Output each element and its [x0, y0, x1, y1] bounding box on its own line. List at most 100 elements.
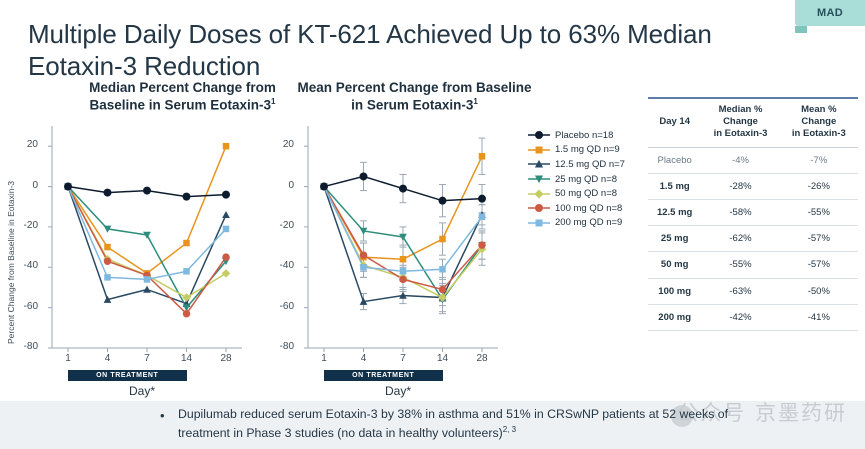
mean-chart-title-text: Mean Percent Change from Baseline in Ser…	[297, 80, 532, 113]
legend-item[interactable]: 100 mg QD n=8	[528, 201, 625, 216]
median-chart-title-ref: 1	[271, 96, 276, 106]
mad-badge-label: MAD	[817, 7, 843, 19]
table-column-header: Median % Change in Eotaxin-3	[701, 98, 779, 147]
watermark-badge-icon	[671, 405, 693, 427]
footnote-body: Dupilumab reduced serum Eotaxin-3 by 38%…	[178, 407, 729, 441]
legend-item[interactable]: 1.5 mg QD n=9	[528, 143, 625, 158]
median-chart-ytick: -80	[23, 341, 38, 352]
mean-chart-on-treatment-bar: ON TREATMENT	[324, 370, 443, 381]
legend-item[interactable]: 12.5 mg QD n=7	[528, 157, 625, 172]
table-header-line: Median %	[718, 104, 763, 115]
table-row: 50 mg -55% -57%	[648, 251, 858, 279]
legend-item-label: 25 mg QD n=8	[555, 173, 618, 185]
footnote-text: Dupilumab reduced serum Eotaxin-3 by 38%…	[178, 406, 760, 443]
table-cell-dose: 100 mg	[648, 278, 702, 305]
median-chart-title: Median Percent Change from Baseline in S…	[60, 80, 305, 114]
footnote-refs: 2, 3	[502, 425, 517, 435]
table-row: 25 mg -62% -57%	[648, 225, 858, 253]
legend-marker-icon	[528, 202, 550, 214]
table-header-line: in Eotaxin-3	[713, 127, 768, 139]
median-chart-x-axis-label: Day*	[128, 384, 155, 398]
mean-chart-xtick: 7	[400, 353, 406, 364]
median-chart-title-text: Median Percent Change from Baseline in S…	[89, 80, 276, 113]
table-header-line: in Eotaxin-3	[791, 127, 846, 139]
legend-marker-icon	[528, 217, 550, 229]
legend-marker-icon	[528, 144, 550, 156]
table-cell-mean: -26%	[779, 173, 858, 201]
footnote-bullet: • Dupilumab reduced serum Eotaxin-3 by 3…	[160, 406, 760, 443]
table-cell-median: -42%	[701, 304, 780, 331]
page-title: Multiple Daily Doses of KT-621 Achieved …	[28, 19, 712, 82]
table-column-header: Mean % Change in Eotaxin-3	[780, 98, 858, 147]
table-cell-dose: 25 mg	[648, 225, 702, 253]
mean-chart-ytick: 20	[282, 139, 294, 151]
median-chart-ytick: 0	[32, 179, 38, 191]
median-chart-xtick: 28	[220, 353, 232, 364]
table-cell-dose: 12.5 mg	[648, 199, 702, 227]
table-header: Day 14 Median % Change in Eotaxin-3 Mean % Ch…	[648, 98, 858, 148]
legend-item-label: Placebo n=18	[555, 129, 614, 141]
table-cell-median: -4%	[701, 147, 780, 174]
legend-marker-icon	[528, 129, 550, 141]
legend-item[interactable]: 25 mg QD n=8	[528, 172, 625, 187]
footnote-band	[0, 401, 865, 449]
mean-chart-ytick: -40	[279, 260, 294, 272]
mad-badge: MAD	[795, 0, 865, 26]
median-chart-ytick: -40	[23, 260, 38, 272]
bullet-dot-icon: •	[160, 408, 165, 424]
watermark-text: 公众号 京墨药研	[677, 401, 847, 425]
legend-marker-icon	[528, 173, 550, 185]
mean-chart-xtick: 4	[360, 353, 367, 364]
table-row: 200 mg -42% -41%	[648, 304, 858, 331]
table-cell-median: -62%	[701, 225, 780, 253]
mean-chart-x-axis-label: Day*	[384, 384, 411, 398]
legend-marker-icon	[528, 188, 550, 200]
legend-item-label: 12.5 mg QD n=7	[555, 158, 625, 170]
table-header-line: Change	[801, 115, 837, 127]
median-chart-xtick: 7	[144, 353, 150, 364]
table-cell-median: -55%	[701, 251, 780, 279]
legend-item[interactable]: Placebo n=18	[528, 128, 625, 143]
median-chart-xtick: 4	[104, 353, 111, 364]
table-cell-mean: -50%	[779, 278, 858, 305]
legend-item-label: 50 mg QD n=8	[555, 188, 618, 200]
mean-chart-ytick: 0	[288, 179, 294, 191]
table-header-line: Change	[723, 115, 758, 127]
median-chart-xtick: 1	[65, 353, 71, 364]
table-header-row: Day 14 Median % Change in Eotaxin-3 Mean % Ch…	[648, 98, 858, 148]
mean-chart-xtick: 14	[436, 353, 449, 364]
legend-marker-icon	[528, 158, 550, 170]
table-cell-median: -63%	[701, 278, 780, 305]
mean-chart-xtick: 28	[476, 353, 488, 364]
day14-summary-table: Day 14 Median % Change in Eotaxin-3 Mean % Ch…	[648, 97, 858, 331]
mean-chart-title-ref: 1	[473, 96, 478, 106]
table-cell-dose: 1.5 mg	[648, 173, 702, 201]
table-header-line: Day 14	[659, 115, 690, 127]
mean-chart-ytick: -80	[279, 341, 294, 352]
legend-item[interactable]: 50 mg QD n=8	[528, 186, 625, 201]
table-cell-mean: -57%	[779, 251, 858, 279]
table-body: Placebo -4% -7% 1.5 mg -28% -26% 12.5 mg -58% -5…	[648, 147, 858, 331]
table-cell-mean: -55%	[779, 199, 858, 227]
table-row: Placebo -4% -7%	[648, 147, 858, 174]
legend-item-label: 1.5 mg QD n=9	[555, 144, 620, 156]
median-chart-xtick: 14	[180, 353, 193, 364]
table-row: 1.5 mg -28% -26%	[648, 173, 858, 201]
table-header-line: Mean %	[801, 104, 837, 115]
table-cell-median: -28%	[701, 173, 780, 201]
table-column-header: Day 14	[648, 98, 701, 147]
median-chart-ytick: -20	[23, 219, 38, 231]
mean-chart-xtick: 1	[321, 353, 327, 364]
table-cell-dose: Placebo	[648, 147, 702, 174]
table-cell-mean: -7%	[779, 147, 858, 174]
mean-chart-ytick: -60	[279, 300, 294, 312]
table-cell-dose: 200 mg	[648, 304, 702, 331]
legend-item[interactable]: 200 mg QD n=9	[528, 216, 625, 231]
chart-legend: Placebo n=18 1.5 mg QD n=9 12.5 mg QD n=…	[528, 128, 625, 230]
median-chart-y-axis-label: Percent Change from Baseline in Eotaxin-…	[6, 180, 16, 344]
table-row: 100 mg -63% -50%	[648, 278, 858, 305]
median-chart-on-treatment-bar: ON TREATMENT	[68, 370, 187, 381]
median-chart-ytick: -60	[23, 300, 38, 312]
mean-chart-title: Mean Percent Change from Baseline in Ser…	[292, 80, 537, 114]
mad-tab-notch	[795, 26, 807, 33]
